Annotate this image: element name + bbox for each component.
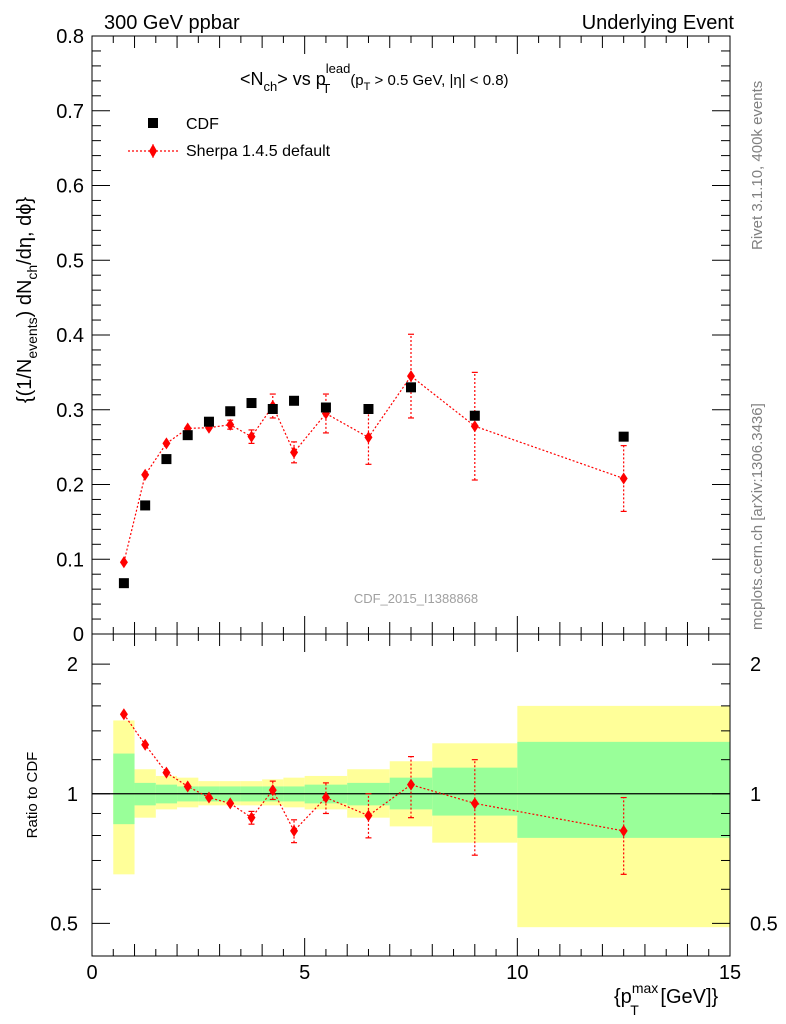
- main-y-tick-label: 0: [73, 624, 84, 646]
- cdf-point: [246, 398, 257, 409]
- plot-title: <Nch> vs plead T (pT > 0.5 GeV, |η| < 0.8): [240, 61, 509, 96]
- cdf-point: [320, 402, 331, 413]
- main-series: [118, 333, 629, 589]
- ratio-sherpa-point: [268, 784, 277, 797]
- cdf-point: [225, 406, 236, 417]
- ratio-sherpa-point: [119, 708, 128, 721]
- watermark: CDF_2015_I1388868: [354, 591, 478, 606]
- cdf-point: [118, 578, 129, 589]
- ratio-y-tick-label: 0.5: [50, 913, 78, 935]
- sherpa-point: [141, 468, 150, 481]
- ratio-y-axis-label: Ratio to CDF: [24, 752, 41, 839]
- mcplots-label: mcplots.cern.ch [arXiv:1306.3436]: [749, 403, 766, 630]
- ratio-sherpa-point: [141, 738, 150, 751]
- legend-label-sherpa: Sherpa 1.4.5 default: [186, 143, 331, 160]
- ratio-plot-area: [113, 705, 730, 928]
- main-y-tick-label: 0.1: [56, 549, 84, 571]
- legend-marker-cdf: [148, 118, 158, 128]
- sherpa-point: [226, 418, 235, 431]
- ratio-sherpa-point: [183, 780, 192, 793]
- uncertainty-band-inner: [517, 741, 730, 838]
- legend-label-cdf: CDF: [186, 116, 219, 133]
- main-y-tick-label: 0.4: [56, 325, 84, 347]
- main-y-tick-label: 0.2: [56, 475, 84, 497]
- x-axis-label: {pmax T [GeV]}: [614, 980, 719, 1018]
- sherpa-point: [619, 472, 628, 485]
- main-y-axis-label: {(1/Nevents) dNch/dη, dϕ}: [14, 197, 40, 404]
- ratio-sherpa-point: [470, 797, 479, 810]
- cdf-point: [289, 395, 300, 406]
- ratio-sherpa-point: [290, 824, 299, 837]
- ratio-sherpa-point: [247, 811, 256, 824]
- sherpa-point: [119, 556, 128, 569]
- x-tick-label: 10: [506, 962, 528, 984]
- main-y-tick-label: 0.6: [56, 176, 84, 198]
- header-right: Underlying Event: [582, 12, 735, 34]
- cdf-point: [182, 430, 193, 441]
- legend: CDF Sherpa 1.4.5 default: [128, 116, 331, 160]
- legend-marker-sherpa: [149, 144, 157, 158]
- sherpa-point: [290, 446, 299, 459]
- cdf-point: [161, 454, 172, 465]
- main-y-tick-label: 0.8: [56, 26, 84, 48]
- main-y-tick-label: 0.7: [56, 101, 84, 123]
- sherpa-point: [470, 420, 479, 433]
- ratio-sherpa-point: [226, 797, 235, 810]
- sherpa-point: [407, 370, 415, 383]
- ratio-sherpa-point: [321, 791, 330, 804]
- ratio-axis-ticks: 0.5 0.5 1 1 2 2 0 5 10 15: [50, 634, 778, 984]
- ratio-sherpa-point: [204, 791, 213, 804]
- ratio-y-tick-label-right: 0.5: [750, 913, 778, 935]
- cdf-point: [203, 416, 214, 427]
- ratio-sherpa-point: [619, 824, 628, 837]
- sherpa-point: [247, 430, 256, 443]
- ratio-sherpa-point: [364, 809, 373, 822]
- main-y-tick-label: 0.3: [56, 400, 84, 422]
- cdf-point: [363, 404, 374, 415]
- header-left: 300 GeV ppbar: [104, 12, 240, 34]
- ratio-series: [119, 708, 628, 875]
- ratio-y-tick-label: 2: [67, 654, 78, 676]
- x-tick-label: 5: [299, 962, 310, 984]
- ratio-y-tick-label: 1: [67, 784, 78, 806]
- uncertainty-band-inner: [113, 753, 135, 825]
- cdf-point: [140, 500, 151, 511]
- cdf-point: [406, 382, 416, 393]
- main-y-tick-label: 0.5: [56, 250, 84, 272]
- cdf-point: [267, 404, 278, 415]
- rivet-label: Rivet 3.1.10, 400k events: [749, 81, 766, 250]
- sherpa-point: [364, 431, 373, 444]
- ratio-y-tick-label-right: 1: [750, 784, 761, 806]
- sherpa-line: [123, 375, 624, 563]
- main-axis-ticks: 0 0.1 0.2 0.3 0.4 0.5 0.6 0.7 0.8: [56, 26, 731, 646]
- x-tick-label: 0: [86, 962, 97, 984]
- ratio-y-tick-label-right: 2: [750, 654, 761, 676]
- cdf-point: [469, 410, 480, 421]
- cdf-point: [618, 431, 629, 442]
- ratio-sherpa-point: [407, 778, 415, 791]
- ratio-sherpa-point: [162, 766, 171, 779]
- sherpa-point: [162, 437, 171, 450]
- ratio-sherpa-line: [123, 713, 624, 832]
- x-tick-label: 15: [719, 962, 741, 984]
